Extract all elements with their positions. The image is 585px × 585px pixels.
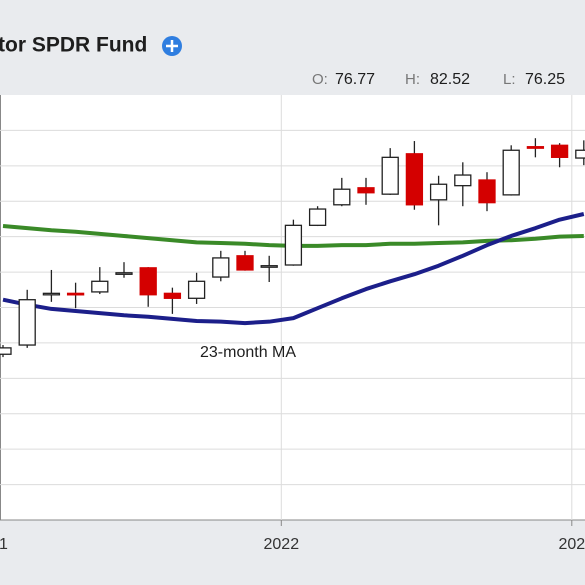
candle-body — [526, 146, 545, 149]
candle — [429, 175, 448, 226]
x-tick-label: 21 — [0, 536, 8, 553]
candle — [260, 255, 278, 282]
candle-body — [405, 153, 424, 206]
candle — [91, 267, 109, 295]
candle — [308, 206, 327, 227]
candle — [526, 138, 545, 158]
candle-body — [308, 208, 327, 226]
candle-body — [284, 224, 303, 266]
candle — [454, 162, 472, 207]
candle-body — [163, 292, 182, 299]
candle — [284, 219, 303, 266]
candle-body — [18, 299, 36, 346]
ohlc-label: O: — [312, 71, 328, 88]
candle — [502, 145, 520, 196]
candle — [550, 143, 569, 168]
candle-body — [115, 272, 133, 275]
candle — [212, 250, 230, 282]
candle-body — [236, 255, 254, 271]
candle-body — [550, 144, 569, 158]
candle-body — [212, 257, 230, 278]
candle — [478, 172, 496, 212]
candle-body — [66, 292, 85, 296]
candle — [66, 282, 85, 309]
candle — [381, 148, 399, 195]
moving-average-line — [2, 212, 585, 326]
candle-body — [478, 179, 496, 204]
candle — [236, 250, 254, 271]
x-tick-label: 202 — [558, 536, 585, 553]
candle — [42, 269, 61, 302]
candle-body — [187, 280, 206, 299]
candle — [0, 345, 12, 358]
candle-body — [357, 187, 375, 194]
candle-body — [260, 265, 278, 268]
ohlc-value: 76.77 — [335, 71, 375, 88]
candle — [575, 140, 585, 166]
add-icon[interactable] — [162, 36, 182, 56]
candle-body — [91, 280, 109, 293]
candle — [18, 289, 36, 348]
ohlc-value: 76.25 — [525, 71, 565, 88]
candle-body — [333, 188, 351, 206]
ohlc-value: 82.52 — [430, 71, 470, 88]
candle-body — [429, 183, 448, 201]
candle-body — [139, 267, 157, 296]
candle — [357, 177, 375, 205]
candle — [163, 287, 182, 314]
add-icon-plus[interactable] — [166, 40, 178, 52]
annotation: 23-month MA — [200, 344, 296, 361]
candle-body — [381, 156, 399, 195]
ohlc-label: H: — [405, 71, 420, 88]
candle — [405, 141, 424, 210]
candle-body — [0, 347, 12, 355]
candle — [333, 177, 351, 207]
candle — [115, 262, 133, 278]
candle-body — [502, 149, 520, 196]
candle — [139, 267, 157, 307]
candle-body — [42, 292, 61, 296]
candle-body — [454, 174, 472, 187]
x-tick-label: 2022 — [264, 536, 300, 553]
candle — [187, 272, 206, 304]
candle-body — [575, 149, 585, 159]
chart-title: tor SPDR Fund — [0, 34, 147, 57]
ohlc-label: L: — [503, 71, 516, 88]
